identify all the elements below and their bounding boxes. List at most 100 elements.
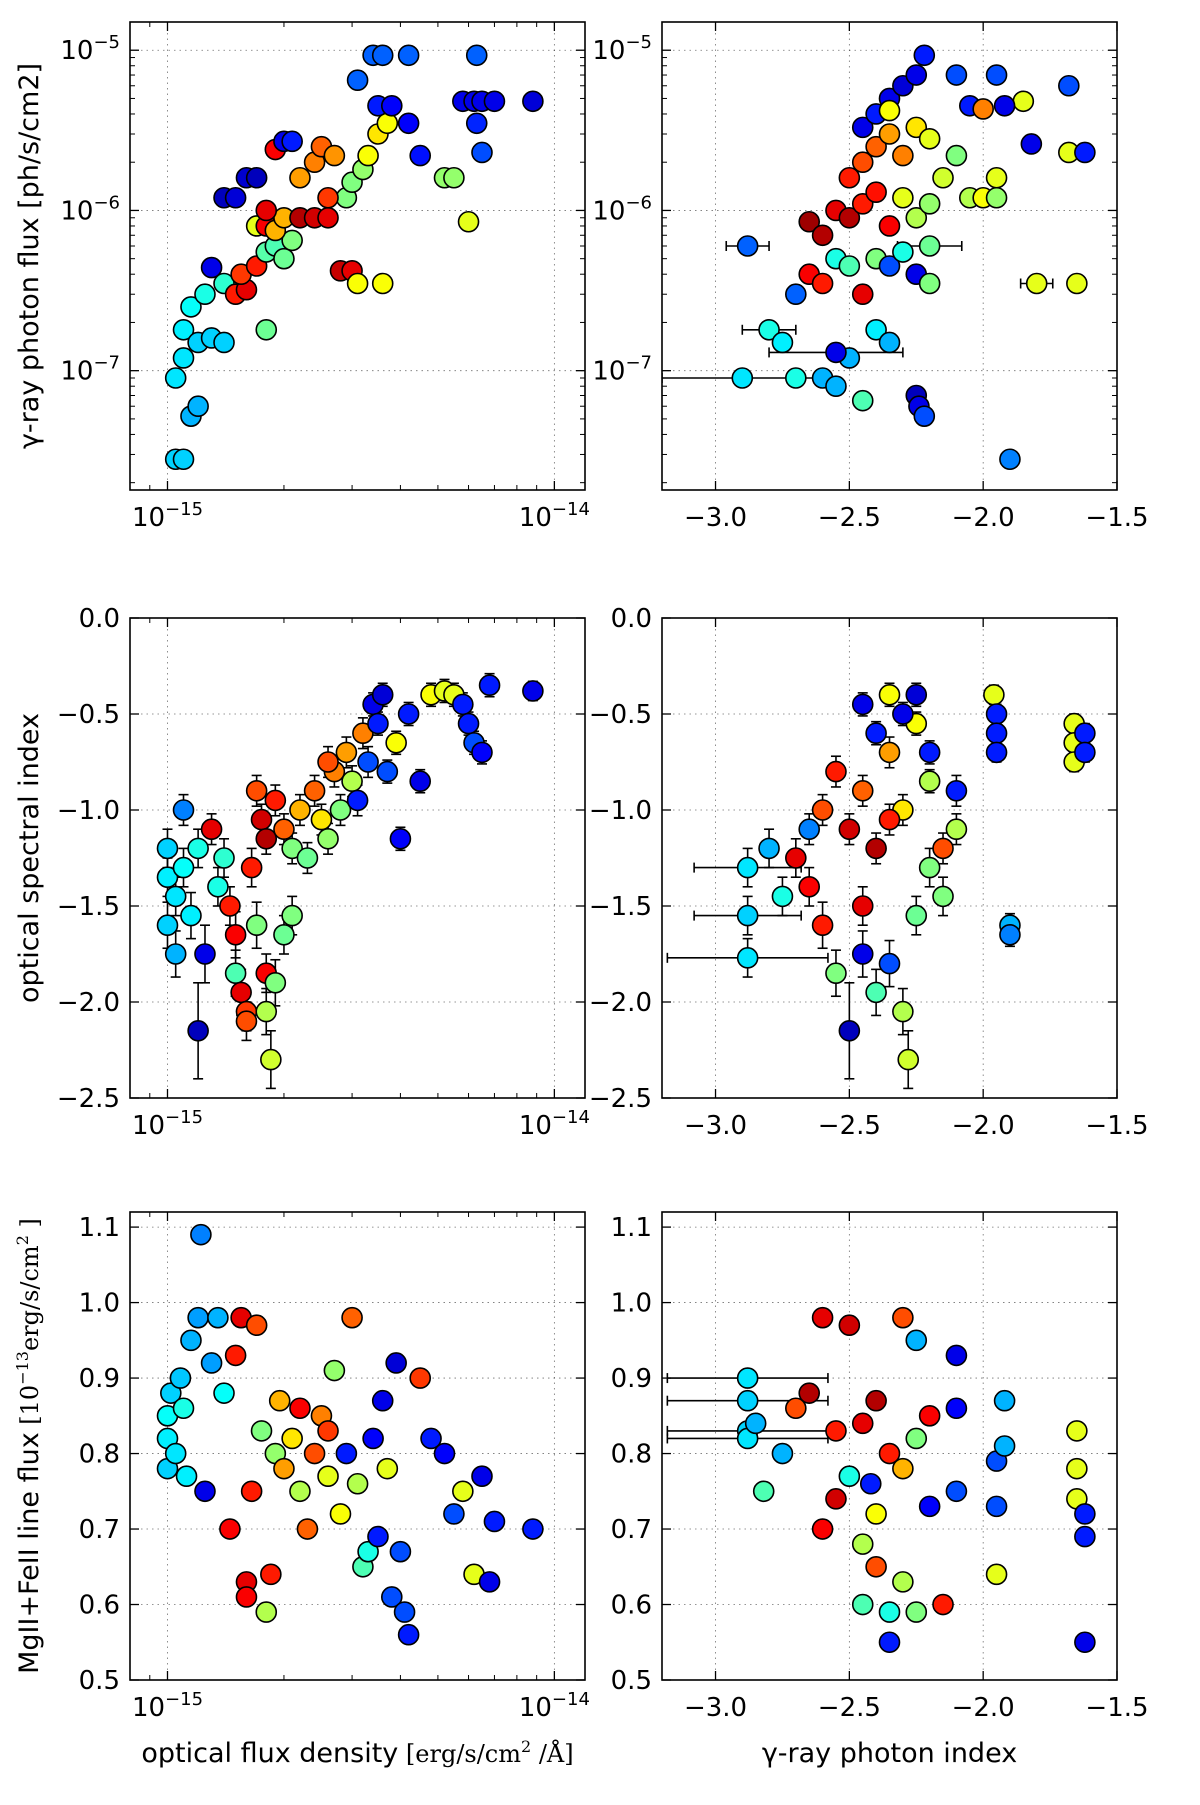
data-point	[932, 837, 954, 860]
data-point	[194, 283, 216, 306]
data-point	[255, 199, 278, 222]
data-point	[169, 1367, 192, 1389]
data-point	[892, 703, 914, 725]
y-tick-label: 1.0	[611, 1289, 652, 1319]
data-point	[164, 885, 187, 908]
data-point	[409, 770, 432, 793]
y-axis-label: MgII+FeII line flux [10−13erg/s/cm2 ]	[13, 1218, 45, 1674]
data-point	[945, 779, 968, 802]
y-tick-label: −0.5	[589, 700, 652, 730]
data-point	[985, 741, 1008, 764]
data-point	[362, 1427, 384, 1450]
data-point	[281, 229, 303, 252]
x-tick-label: −1.5	[1085, 503, 1148, 533]
x-axis-label: γ-ray photon index	[762, 1738, 1017, 1769]
data-point	[164, 943, 187, 965]
data-point	[811, 272, 834, 295]
data-point	[865, 1555, 887, 1578]
data-point	[457, 210, 480, 233]
data-point	[352, 722, 374, 745]
data-point	[483, 90, 506, 113]
data-point	[865, 837, 887, 860]
data-point	[172, 799, 195, 821]
data-point	[389, 1540, 412, 1563]
data-point	[371, 683, 394, 706]
ticks: 10−15 10−14 10−7 10−6 10−5	[60, 22, 590, 533]
data-point	[371, 44, 394, 67]
data-point	[838, 818, 861, 841]
data-point	[932, 885, 954, 908]
data-point	[346, 272, 369, 295]
data-point	[357, 751, 379, 773]
data-point	[452, 1480, 474, 1503]
data-point	[905, 206, 928, 229]
data-point	[945, 1480, 968, 1503]
data-point	[471, 741, 493, 764]
data-point	[1074, 741, 1096, 764]
data-point	[376, 1457, 399, 1480]
data-point	[825, 375, 847, 398]
data-point	[172, 1397, 195, 1420]
data-point	[452, 693, 474, 716]
data-point	[798, 818, 821, 841]
x-tick-label: −2.5	[818, 503, 881, 533]
x-tick-label: 10−15	[132, 1107, 203, 1141]
data-point	[289, 1397, 311, 1420]
plot-frame	[129, 1211, 586, 1681]
data-point	[851, 693, 874, 716]
data-point	[420, 1427, 442, 1450]
data-point	[865, 318, 887, 341]
data-point	[825, 341, 847, 364]
data-point	[918, 193, 941, 215]
data-point	[851, 389, 874, 412]
data-point	[1066, 272, 1088, 295]
data-point	[180, 904, 202, 927]
y-tick-label: −1.0	[589, 796, 652, 826]
error-bars	[666, 682, 1090, 1090]
x-tick-label: −2.5	[818, 1111, 881, 1141]
data-point	[281, 130, 303, 153]
data-point	[865, 181, 887, 203]
data-point	[892, 1457, 914, 1480]
data-point	[918, 856, 941, 879]
y-tick-label: 10−7	[592, 353, 652, 387]
gridlines	[130, 22, 585, 490]
data-point	[811, 1518, 834, 1540]
data-point	[213, 1382, 235, 1404]
data-point	[172, 856, 195, 879]
gridlines	[130, 1212, 585, 1680]
data-point	[522, 1518, 544, 1540]
data-point	[289, 799, 311, 821]
data-point	[752, 1480, 775, 1503]
x-tick-label: −2.5	[818, 1693, 881, 1723]
data-points	[731, 44, 1096, 471]
data-point	[905, 64, 928, 86]
data-point	[851, 895, 874, 917]
y-tick-label: 0.0	[611, 604, 652, 634]
data-point	[483, 1510, 506, 1533]
x-tick-label: −3.0	[684, 1111, 747, 1141]
data-point	[346, 69, 369, 91]
data-point	[1020, 133, 1043, 155]
x-tick-label: 10−14	[519, 499, 590, 533]
plot-frame	[661, 617, 1118, 1099]
panel-spectral-index-vs-optical-flux: 10−15 10−14 0.0 −0.5 −1.0 −1.5 −2.0 −2.5 optical…	[14, 604, 590, 1141]
y-tick-label: 10−5	[592, 32, 652, 66]
data-point	[187, 395, 209, 418]
data-point	[798, 1382, 821, 1404]
data-point	[798, 210, 821, 233]
y-tick-label: 10−6	[60, 192, 120, 226]
panel-gamma-flux-vs-optical-flux: 10−15 10−14 10−7 10−6 10−5 γ-ray photon flux …	[14, 21, 590, 533]
x-tick-label: 10−14	[519, 1107, 590, 1141]
data-point	[409, 1367, 432, 1389]
data-point	[443, 166, 465, 189]
data-point	[905, 683, 928, 706]
data-point	[838, 1020, 861, 1042]
data-point	[273, 1457, 295, 1480]
data-point	[851, 116, 874, 139]
data-point	[465, 44, 488, 67]
data-point	[245, 914, 268, 937]
data-point	[357, 1540, 379, 1563]
data-point	[892, 1571, 914, 1593]
data-point	[878, 255, 901, 277]
